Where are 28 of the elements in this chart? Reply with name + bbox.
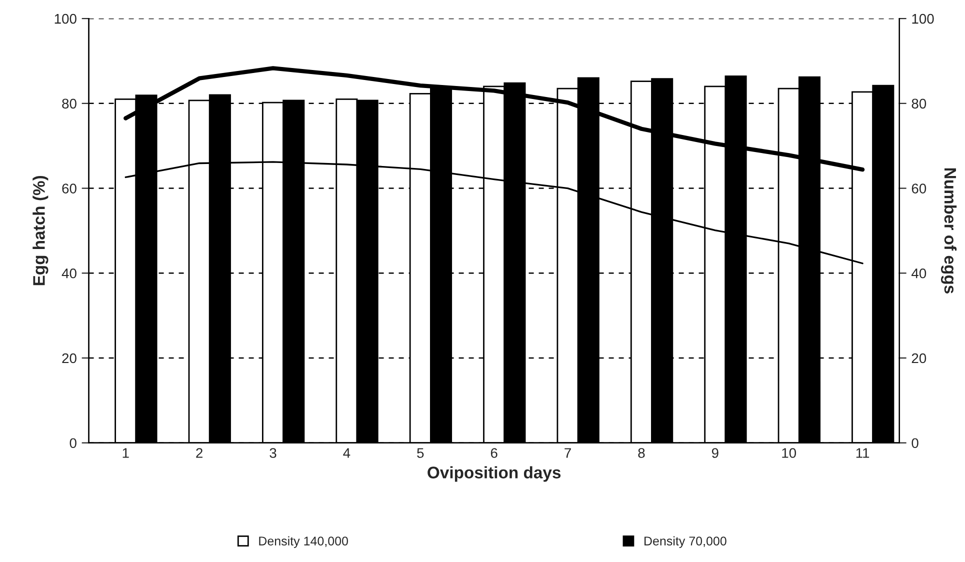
y-tick-label: 0	[70, 438, 76, 448]
y-tick-label: 100	[54, 14, 76, 24]
y-tick-label: 20	[62, 353, 76, 364]
y2-tick-label: 20	[912, 353, 926, 364]
x-tick-label: 7	[564, 448, 571, 458]
x-tick-label: 10	[782, 448, 796, 458]
x-tick-label: 6	[490, 448, 498, 458]
x-tick-label: 4	[343, 448, 350, 458]
y-tick-label: 40	[62, 268, 76, 278]
legend-label: Density 140,000	[259, 536, 348, 548]
y2-tick-label: 80	[912, 98, 926, 109]
y2-axis-title: Number of eggs	[940, 168, 957, 294]
x-tick-label: 3	[270, 448, 276, 458]
y-axis-title: Egg hatch (%)	[32, 176, 48, 286]
x-tick-label: 2	[196, 448, 202, 458]
y2-tick-label: 0	[912, 438, 918, 448]
legend-label: Density 70,000	[644, 536, 726, 548]
y2-tick-label: 60	[912, 184, 926, 194]
x-tick-label: 5	[417, 448, 424, 458]
x-tick-label: 1	[122, 448, 129, 458]
y-tick-label: 60	[62, 184, 76, 194]
y2-tick-label: 40	[912, 268, 926, 278]
x-tick-label: 9	[712, 448, 718, 458]
x-axis-title: Oviposition days	[428, 466, 561, 482]
y-tick-label: 80	[62, 98, 76, 109]
x-tick-label: 11	[856, 448, 870, 458]
x-tick-label: 8	[638, 448, 645, 458]
y2-tick-label: 100	[912, 14, 934, 24]
